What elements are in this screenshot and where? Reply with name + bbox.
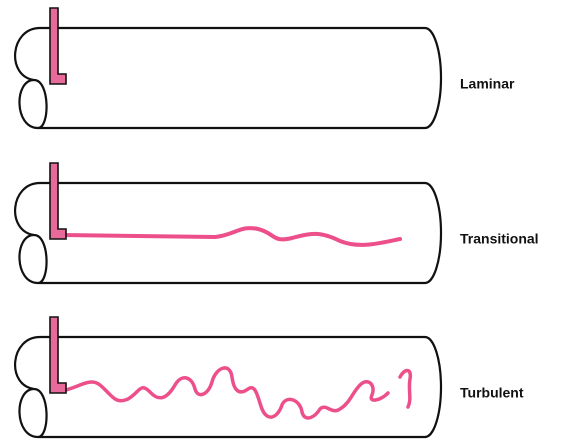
injector <box>49 7 67 85</box>
label: Turbulent <box>460 385 524 401</box>
pipe <box>13 181 443 285</box>
label: Laminar <box>460 76 515 92</box>
laminar-panel: Laminar <box>13 7 515 130</box>
dye-stream <box>60 366 413 420</box>
turbulent-panel: Turbulent <box>13 316 524 439</box>
injector <box>49 162 67 240</box>
transitional-panel: Transitional <box>13 162 539 285</box>
pipe <box>13 335 443 439</box>
pipe <box>13 26 443 130</box>
label: Transitional <box>460 231 539 247</box>
dye-stream <box>60 226 402 247</box>
injector <box>49 316 67 394</box>
